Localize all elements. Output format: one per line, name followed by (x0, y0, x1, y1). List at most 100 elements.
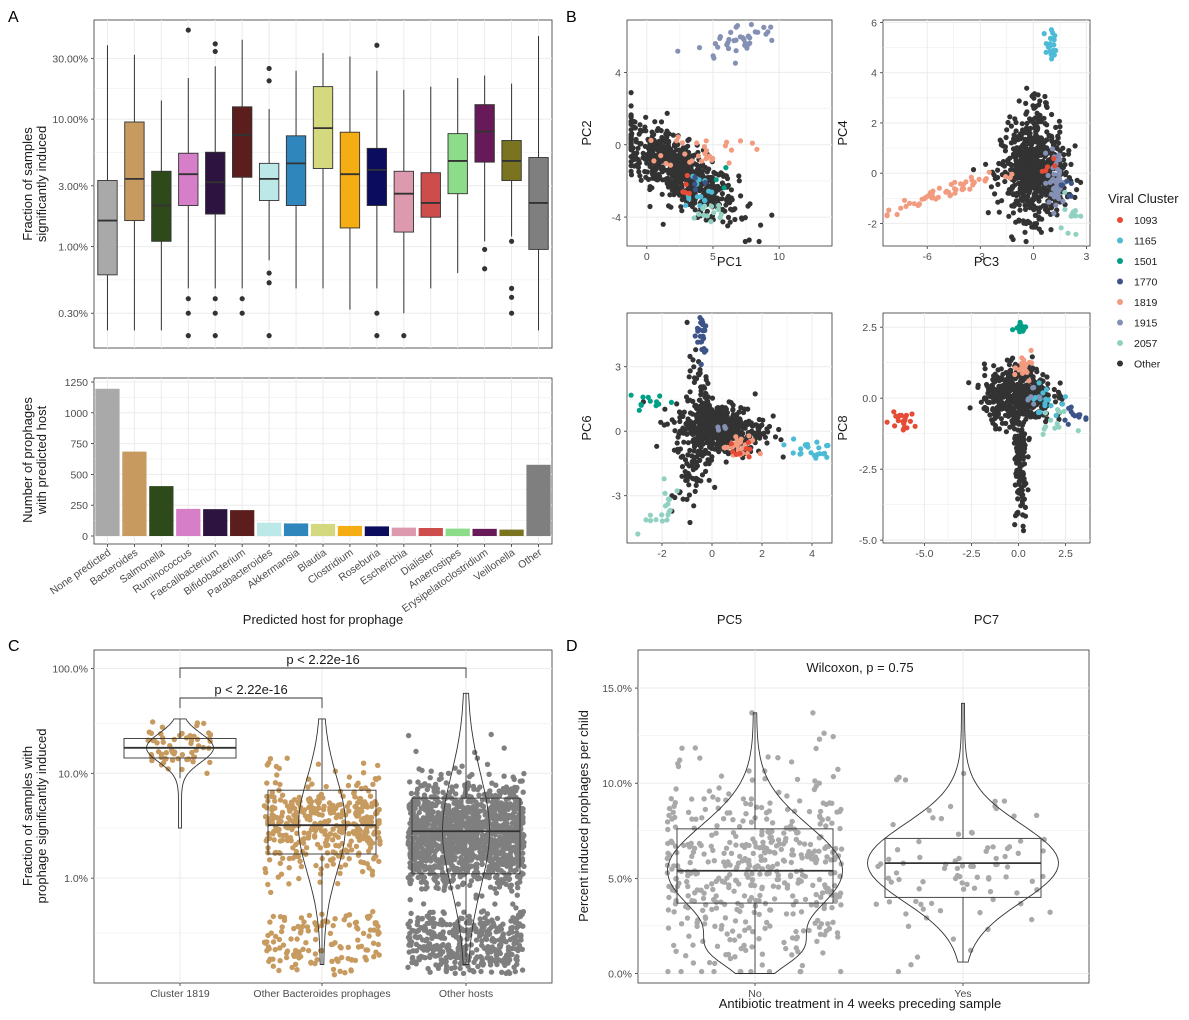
scatter-point (1007, 114, 1012, 119)
scatter-point (1074, 187, 1079, 192)
scatter-point (698, 334, 703, 339)
scatter-point (1012, 372, 1017, 377)
jitter-point (456, 901, 461, 906)
scatter-point (1029, 360, 1034, 365)
scatter-point (724, 140, 729, 145)
scatter-point (1076, 428, 1081, 433)
scatter-point (695, 194, 700, 199)
jitter-point (429, 769, 434, 774)
jitter-point (437, 777, 442, 782)
jitter-point (272, 837, 277, 842)
scatter-point (683, 469, 688, 474)
outlier-point (267, 270, 272, 275)
scatter-point (681, 497, 686, 502)
y-tick-label: 0.0 (862, 393, 877, 405)
jitter-point (347, 922, 352, 927)
scatter-point (958, 181, 963, 186)
scatter-point (706, 425, 711, 430)
scatter-point (726, 46, 731, 51)
scatter-point (722, 413, 727, 418)
scatter-point (716, 187, 721, 192)
jitter-point (313, 937, 318, 942)
scatter-point (670, 188, 675, 193)
scatter-point (977, 177, 982, 182)
jitter-point (273, 947, 278, 952)
scatter-point (1051, 42, 1056, 47)
scatter-point (629, 163, 634, 168)
jitter-point (296, 951, 301, 956)
scatter-point (1083, 417, 1088, 422)
jitter-point (306, 948, 311, 953)
scatter-point (814, 440, 819, 445)
jitter-point (318, 871, 323, 876)
scatter-point (705, 213, 710, 218)
scatter-point (664, 517, 669, 522)
scatter-point (791, 436, 796, 441)
scatter-point (749, 22, 754, 27)
scatter-point (1036, 102, 1041, 107)
scatter-point (991, 363, 996, 368)
jitter-point (336, 802, 341, 807)
scatter-point (681, 429, 686, 434)
scatter-point (1072, 413, 1077, 418)
jitter-point (319, 866, 324, 871)
jitter-point (279, 872, 284, 877)
jitter-point (416, 766, 421, 771)
jitter-point (469, 878, 474, 883)
jitter-point (308, 960, 313, 965)
scatter-point (1007, 191, 1012, 196)
scatter-point (707, 461, 712, 466)
scatter-point (1013, 149, 1018, 154)
jitter-point (520, 947, 525, 952)
scatter-point (986, 388, 991, 393)
scatter-point (645, 169, 650, 174)
scatter-point (1041, 189, 1046, 194)
scatter-point (697, 315, 702, 320)
scatter-point (637, 408, 642, 413)
bar-veillonella (499, 530, 523, 536)
jitter-point (456, 769, 461, 774)
scatter-point (754, 147, 759, 152)
scatter-point (683, 203, 688, 208)
scatter-point (745, 204, 750, 209)
scatter-point (1032, 194, 1037, 199)
scatter-point (1030, 354, 1035, 359)
scatter-point (1043, 100, 1048, 105)
panel-a-top-ylabel-1: Fraction of samples (20, 127, 35, 241)
scatter-point (747, 447, 752, 452)
jitter-point (333, 850, 338, 855)
scatter-point (885, 213, 890, 218)
x-tick-label: -2 (657, 548, 666, 560)
scatter-point (1023, 101, 1028, 106)
scatter-point (1062, 418, 1067, 423)
scatter-point (895, 212, 900, 217)
scatter-point (629, 90, 634, 95)
jitter-point (352, 831, 357, 836)
scatter-point (1011, 154, 1016, 159)
jitter-point (159, 752, 164, 757)
scatter-point (1053, 125, 1058, 130)
scatter-point (916, 203, 921, 208)
scatter-point (711, 199, 716, 204)
outlier-point (267, 280, 272, 285)
scatter-point (648, 150, 653, 155)
scatter-point (1005, 358, 1010, 363)
jitter-point (349, 957, 354, 962)
scatter-point (983, 162, 988, 167)
scatter-point (738, 193, 743, 198)
bar-dialister (419, 528, 443, 536)
scatter-point (731, 38, 736, 43)
scatter-point (1018, 145, 1023, 150)
scatter-point (675, 488, 680, 493)
jitter-point (195, 720, 200, 725)
scatter-point (1009, 140, 1014, 145)
scatter-point (1062, 207, 1067, 212)
outlier-point (213, 41, 218, 46)
scatter-point (738, 138, 743, 143)
scatter-point (658, 153, 663, 158)
jitter-point (271, 814, 276, 819)
jitter-point (358, 832, 363, 837)
jitter-point (265, 762, 270, 767)
scatter-point (758, 223, 763, 228)
